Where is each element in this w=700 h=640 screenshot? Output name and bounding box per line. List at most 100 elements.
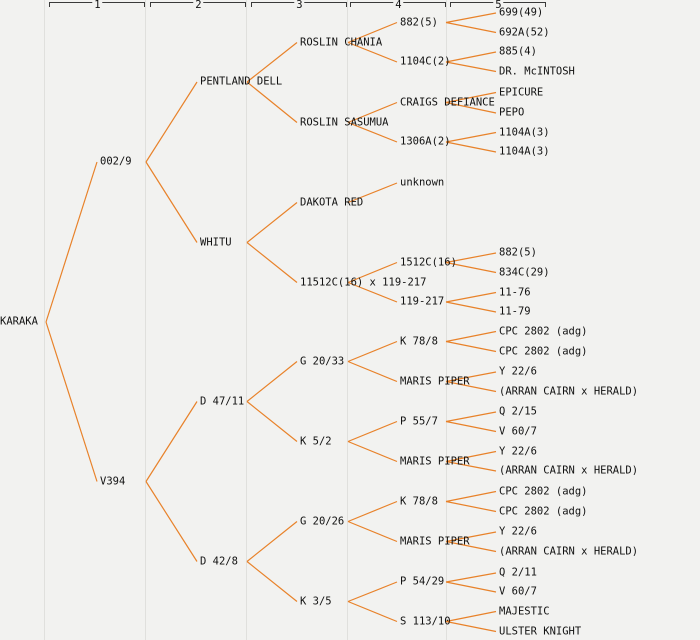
- branch-line: [445, 301, 497, 313]
- branch-line: [445, 21, 497, 34]
- tree-node-label: Q 2/15: [499, 405, 537, 418]
- tree-node-label: 834C(29): [499, 265, 550, 278]
- tree-node-label: DAKOTA RED: [300, 195, 364, 208]
- tree-node-label: CRAIGS DEFIANCE: [400, 95, 495, 108]
- tree-node-label: 11-79: [499, 305, 531, 318]
- tree-node-label: MARIS PIPER: [400, 534, 470, 547]
- tree-node-label: 1104A(3): [499, 125, 550, 138]
- branch-line: [246, 361, 298, 402]
- tree-node-label: MARIS PIPER: [400, 454, 470, 467]
- tree-node-label: 699(49): [499, 6, 544, 19]
- branch-line: [445, 61, 497, 73]
- tree-node-label: K 78/8: [400, 334, 438, 347]
- tree-node-label: WHITU: [200, 235, 232, 248]
- tree-node-label: D 47/11: [200, 394, 245, 407]
- branch-line: [347, 500, 398, 523]
- tree-node-label: PEPO: [499, 106, 525, 119]
- tree-node-label: MAJESTIC: [499, 604, 550, 617]
- branch-line: [445, 252, 497, 264]
- branch-line: [246, 561, 298, 602]
- tree-node-label: EPICURE: [499, 85, 544, 98]
- branch-line: [246, 42, 298, 83]
- branch-line: [445, 531, 497, 543]
- tree-node-label: CPC 2802 (adg): [499, 504, 588, 517]
- tree-node-label: CPC 2802 (adg): [499, 324, 588, 337]
- branch-line: [347, 261, 398, 284]
- tree-node-label: 882(5): [400, 15, 438, 28]
- branch-line: [347, 581, 398, 603]
- tree-node-label: unknown: [400, 176, 445, 189]
- tree-node-label: 882(5): [499, 246, 537, 259]
- tree-node-label: D 42/8: [200, 554, 238, 567]
- branch-line: [445, 581, 497, 593]
- branch-line: [347, 420, 398, 443]
- branch-line: [347, 182, 398, 204]
- branch-line: [445, 261, 497, 274]
- branch-line: [445, 131, 497, 143]
- branch-line: [347, 520, 398, 543]
- branch-line: [445, 572, 497, 583]
- generation-number: 2: [193, 0, 204, 11]
- tree-node-label: 1306A(2): [400, 135, 451, 148]
- tree-node-label: 885(4): [499, 45, 537, 58]
- branch-line: [445, 540, 497, 553]
- tree-node-label: 11512C(16) x 119-217: [300, 275, 427, 288]
- tree-node-label: 1512C(16): [400, 255, 457, 268]
- tree-node-label: P 55/7: [400, 414, 438, 427]
- branch-line: [445, 450, 497, 463]
- branch-line: [445, 51, 497, 63]
- branch-line: [246, 242, 298, 283]
- tree-node-label: G 20/33: [300, 354, 345, 367]
- branch-line: [145, 401, 198, 482]
- branch-line: [445, 420, 497, 433]
- generation-bracket: 4: [350, 0, 446, 11]
- branch-line: [445, 91, 497, 104]
- branch-line: [145, 81, 198, 163]
- tree-node-label: Q 2/11: [499, 566, 537, 579]
- branch-line: [445, 411, 497, 423]
- branch-line: [246, 202, 298, 243]
- tree-node-label: 1104A(3): [499, 145, 550, 158]
- branch-line: [445, 12, 497, 24]
- tree-node-label: (ARRAN CAIRN x HERALD): [499, 544, 639, 557]
- branch-line: [445, 460, 497, 472]
- tree-node-label: KARAKA: [0, 315, 38, 328]
- generation-bracket: 1: [49, 0, 145, 11]
- tree-node-label: DR. McINTOSH: [499, 64, 575, 77]
- branch-line: [246, 81, 298, 123]
- branch-line: [347, 440, 398, 463]
- generation-number: 3: [294, 0, 305, 11]
- tree-node-label: (ARRAN CAIRN x HERALD): [499, 464, 639, 477]
- branch-line: [445, 620, 497, 633]
- branch-line: [246, 401, 298, 442]
- tree-node-label: 1104C(2): [400, 55, 451, 68]
- tree-node-label: G 20/26: [300, 514, 345, 527]
- tree-node-label: V394: [100, 474, 126, 487]
- branch-line: [347, 360, 398, 383]
- tree-node-label: PENTLAND DELL: [200, 75, 283, 88]
- tree-node-label: MARIS PIPER: [400, 374, 470, 387]
- tree-node-label: ROSLIN SASUMUA: [300, 115, 389, 128]
- tree-node-label: V 60/7: [499, 585, 537, 598]
- branch-line: [347, 21, 398, 44]
- branch-line: [445, 380, 497, 393]
- branch-line: [45, 161, 98, 323]
- branch-line: [445, 141, 497, 153]
- generation-bracket: 5: [450, 0, 546, 11]
- tree-node-label: Y 22/6: [499, 365, 537, 378]
- branch-line: [445, 371, 497, 383]
- branch-line: [347, 121, 398, 143]
- generation-number: 4: [393, 0, 404, 11]
- tree-node-label: ULSTER KNIGHT: [499, 624, 582, 637]
- branch-line: [347, 340, 398, 363]
- tree-node-label: CPC 2802 (adg): [499, 484, 588, 497]
- branch-line: [445, 490, 497, 503]
- tree-node-label: V 60/7: [499, 424, 537, 437]
- tree-node-label: K 3/5: [300, 594, 332, 607]
- branch-line: [347, 281, 398, 303]
- branch-line: [246, 521, 298, 562]
- tree-node-label: 119-217: [400, 295, 445, 308]
